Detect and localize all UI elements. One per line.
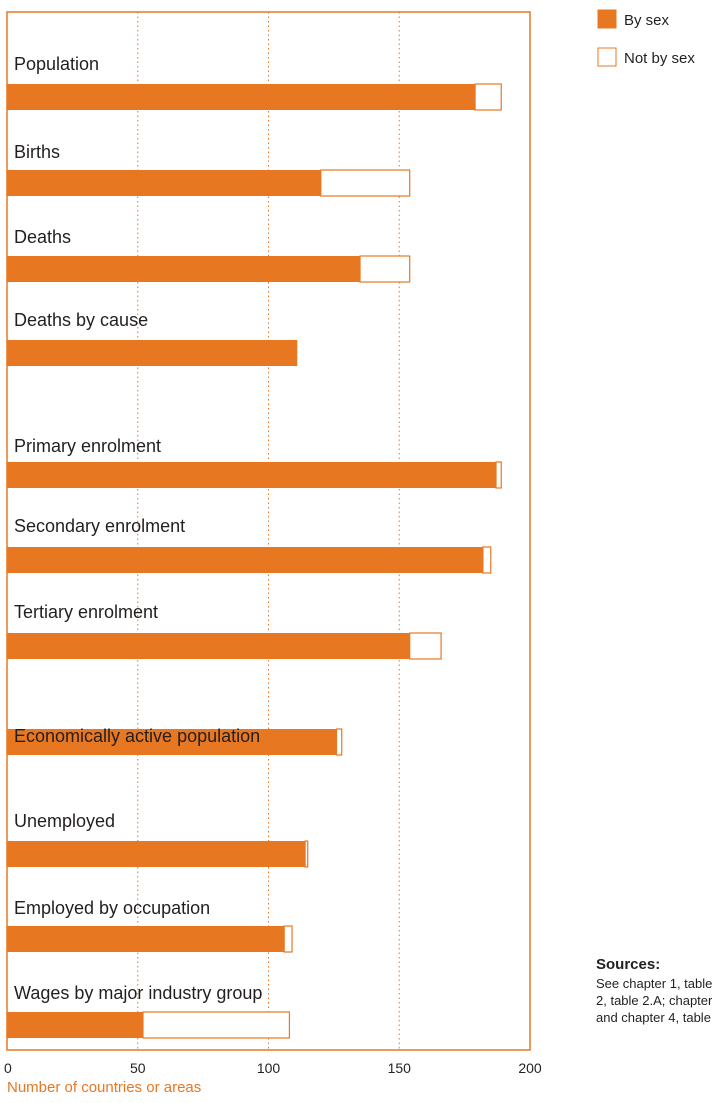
category-label: Employed by occupation <box>14 898 210 918</box>
x-tick-label: 100 <box>257 1060 281 1076</box>
category-label: Tertiary enrolment <box>14 602 158 622</box>
x-tick-label: 0 <box>4 1060 12 1076</box>
bars <box>7 83 502 1039</box>
category-label: Primary enrolment <box>14 436 161 456</box>
bar-not-by-sex <box>409 632 442 660</box>
bar-by-sex <box>7 633 410 659</box>
bar-by-sex <box>7 340 298 366</box>
legend-swatch-by-sex <box>597 9 617 29</box>
sources-text: See chapter 1, table 1.A; chapter 2, tab… <box>596 976 712 1025</box>
bar-by-sex <box>7 926 285 952</box>
sources-title: Sources: <box>596 956 661 973</box>
bar-by-sex <box>7 1012 143 1038</box>
bar-not-by-sex <box>482 546 492 574</box>
x-tick-label: 200 <box>518 1060 542 1076</box>
x-tick-labels: 0 50 100 150 200 <box>4 1060 542 1076</box>
bar-by-sex <box>7 547 483 573</box>
bar-not-by-sex <box>320 169 411 197</box>
bar-by-sex <box>7 170 321 196</box>
bar-by-sex <box>7 462 497 488</box>
bar-not-by-sex <box>474 83 502 111</box>
x-tick-label: 50 <box>130 1060 146 1076</box>
legend-label-by-sex: By sex <box>624 12 670 29</box>
bar-not-by-sex <box>335 728 343 756</box>
category-label: Population <box>14 54 99 74</box>
legend: By sex Not by sex <box>597 9 695 67</box>
bar-not-by-sex <box>495 461 502 489</box>
legend-swatch-not-by-sex <box>597 47 617 67</box>
bar-not-by-sex <box>142 1011 291 1039</box>
legend-label-not-by-sex: Not by sex <box>624 50 695 67</box>
bar-not-by-sex <box>304 840 309 868</box>
bar-by-sex <box>7 729 337 755</box>
category-labels: Population Births Deaths Deaths by cause Pri… <box>14 54 262 1003</box>
x-tick-label: 150 <box>388 1060 412 1076</box>
bar-by-sex <box>7 256 361 282</box>
category-label: Births <box>14 142 60 162</box>
sources-note: Sources: See chapter 1, table 1.A; chapt… <box>596 956 712 1026</box>
category-label: Deaths <box>14 227 71 247</box>
bar-not-by-sex <box>283 925 293 953</box>
plot-frame <box>6 11 531 1051</box>
bar-by-sex <box>7 841 306 867</box>
category-label: Unemployed <box>14 811 115 831</box>
bar-not-by-sex <box>359 255 411 283</box>
x-axis-label: Number of countries or areas <box>7 1079 201 1096</box>
category-label: Deaths by cause <box>14 310 148 330</box>
category-label: Secondary enrolment <box>14 516 185 536</box>
gridlines <box>137 12 400 1050</box>
category-label: Wages by major industry group <box>14 983 262 1003</box>
category-label: Economically active population <box>14 726 260 746</box>
bar-by-sex <box>7 84 476 110</box>
